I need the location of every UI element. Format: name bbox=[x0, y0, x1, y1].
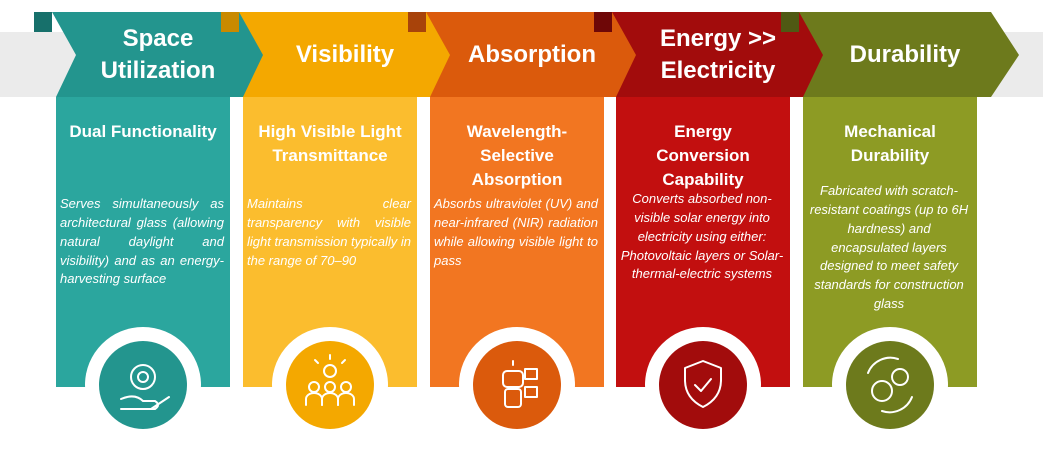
column bbox=[781, 12, 1019, 443]
column-title: Mechanical Durability bbox=[844, 122, 936, 165]
column-header: Durability bbox=[849, 40, 961, 68]
column-text: Absorbs ultraviolet (UV) and near-infrar… bbox=[434, 196, 598, 268]
icon-part bbox=[130, 364, 156, 390]
chevron bbox=[612, 12, 832, 97]
column-text: Fabricated with scratch-resistant coatin… bbox=[809, 183, 969, 312]
icon bbox=[305, 354, 355, 406]
chevron-fold bbox=[34, 12, 52, 32]
icon bbox=[502, 360, 538, 408]
column-text: Serves simultaneously as architectural g… bbox=[60, 196, 224, 287]
column-title: High Visible Light Transmittance bbox=[258, 122, 402, 165]
icon-part bbox=[337, 392, 355, 406]
chevron-fold bbox=[594, 12, 612, 32]
icon-disc bbox=[99, 341, 187, 429]
chevron bbox=[52, 12, 272, 97]
chevron bbox=[426, 12, 646, 97]
icon-part bbox=[867, 356, 913, 414]
column-header: Visibility bbox=[295, 40, 395, 68]
icon-disc bbox=[473, 341, 561, 429]
chevron-fold bbox=[408, 12, 426, 32]
icon-part bbox=[694, 378, 712, 392]
icon bbox=[867, 356, 913, 414]
column bbox=[34, 12, 272, 443]
icon-part bbox=[512, 360, 538, 398]
chevron bbox=[799, 12, 1019, 97]
icon-part bbox=[504, 388, 522, 408]
icon-disc bbox=[659, 341, 747, 429]
column-title: Wavelength-Selective Absorption bbox=[466, 122, 568, 189]
chevron-fold bbox=[221, 12, 239, 32]
column-header: Absorption bbox=[468, 40, 596, 68]
icon-part bbox=[137, 371, 149, 383]
column-text: Converts absorbed non-visible solar ener… bbox=[620, 191, 784, 282]
column bbox=[594, 12, 832, 443]
icon-part bbox=[323, 364, 337, 378]
icon-part bbox=[314, 354, 346, 364]
icon bbox=[684, 360, 722, 408]
column-text: Maintains clear transparency with visibl… bbox=[247, 196, 412, 268]
icon-part bbox=[502, 370, 524, 388]
icon-part bbox=[871, 380, 893, 402]
column-header: Space Utilization bbox=[100, 25, 216, 84]
column-title: Energy Conversion Capability bbox=[656, 122, 750, 189]
icon-disc bbox=[286, 341, 374, 429]
column-header: Energy >> Electricity bbox=[659, 25, 777, 84]
column bbox=[408, 12, 646, 443]
column-title: Dual Functionality bbox=[69, 122, 217, 141]
icon bbox=[120, 364, 170, 410]
icon-part bbox=[684, 360, 722, 408]
column bbox=[221, 12, 459, 443]
chevron-fold bbox=[781, 12, 799, 32]
chevron bbox=[239, 12, 459, 97]
icon-part bbox=[891, 368, 909, 386]
icon-part bbox=[120, 395, 170, 410]
